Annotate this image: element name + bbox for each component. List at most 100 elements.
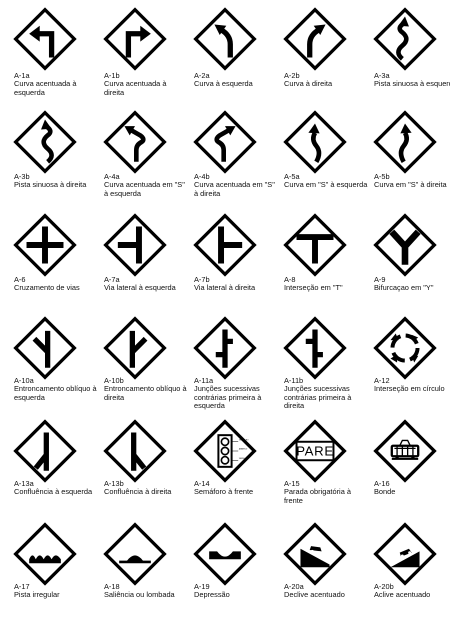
sign-label: A-6 Cruzamento de vias: [14, 275, 98, 293]
curve-left-icon: [193, 7, 257, 71]
sign-code: A-3a: [374, 71, 390, 80]
sign-label: A-19 Depressão: [194, 582, 278, 600]
roundabout-icon: [373, 316, 437, 380]
sign-title: Bonde: [374, 487, 396, 497]
sign-card: A-19 Depressão: [180, 515, 270, 638]
sign-card: A-4a Curva acentuada em "S" à esquerda: [90, 103, 185, 226]
merge-right-icon: [103, 419, 167, 483]
sign-label: A-12 Interseção em círculo: [374, 376, 450, 394]
tram-icon: [373, 419, 437, 483]
sign-card: A-8 Interseção em "T": [270, 206, 360, 329]
staggered-junction-right-icon: [283, 316, 347, 380]
speed-bump-icon: [103, 522, 167, 586]
sign-code: A-5a: [284, 172, 300, 181]
sign-label: A-18 Saliência ou lombada: [104, 582, 188, 600]
sign-label: A-5b Curva em "S" à direita: [374, 172, 450, 190]
sign-card: A-9 Bifurcaçao em "Y": [360, 206, 450, 329]
sign-code: A-13b: [104, 479, 124, 488]
t-junction-icon: [283, 213, 347, 277]
light-color-label: VERMELHO: [239, 439, 249, 441]
sign-code: A-1b: [104, 71, 120, 80]
traffic-light-icon: VERMELHO AMARELO VERDE: [193, 419, 257, 483]
merge-left-icon: [13, 419, 77, 483]
sign-label: A-2b Curva à direita: [284, 71, 368, 89]
sign-label: A-5a Curva em "S" à esquerda: [284, 172, 368, 190]
sign-label: A-13a Confluência à esquerda: [14, 479, 98, 497]
side-road-left-icon: [103, 213, 167, 277]
sign-title: Via lateral à direita: [194, 283, 256, 293]
crossroads-icon: [13, 213, 77, 277]
sign-label: A-3b Pista sinuosa à direita: [14, 172, 98, 190]
sign-label: A-3a Pista sinuosa à esquerda: [374, 71, 450, 89]
sign-code: A-4b: [194, 172, 210, 181]
sharp-s-curve-left-icon: [103, 110, 167, 174]
sign-code: A-7a: [104, 275, 120, 284]
sign-label: A-10b Entroncamento oblíquo à direita: [104, 376, 188, 402]
sign-label: A-4a Curva acentuada em "S" à esquerda: [104, 172, 188, 198]
sign-label: A-15 Parada obrigatória à frente: [284, 479, 368, 505]
steep-ascent-icon: [373, 522, 437, 586]
sign-label: A-11a Junções sucessivas contrárias prime…: [194, 376, 278, 410]
sharp-curve-right-icon: [103, 7, 167, 71]
sign-label: A-16 Bonde: [374, 479, 450, 497]
sign-title: Via lateral à esquerda: [104, 283, 176, 293]
sign-label: A-2a Curva à esquerda: [194, 71, 278, 89]
sign-title: Entroncamento oblíquo à direita: [104, 384, 187, 402]
sign-label: A-20b Aclive acentuado: [374, 582, 450, 600]
sign-code: A-9: [374, 275, 386, 284]
sign-label: A-10a Entroncamento oblíquo à esquerda: [14, 376, 98, 402]
s-curve-left-icon: [283, 110, 347, 174]
winding-road-left-icon: [373, 7, 437, 71]
sign-code: A-2a: [194, 71, 210, 80]
sign-card: A-20b Aclive acentuado: [360, 515, 450, 638]
sign-title: Confluência à direita: [104, 487, 172, 497]
sign-title: Curva à esquerda: [194, 79, 253, 89]
sign-code: A-17: [14, 582, 30, 591]
sign-card: A-7b Via lateral à direita: [180, 206, 270, 329]
sign-label: A-17 Pista irregular: [14, 582, 98, 600]
sign-label: A-7a Via lateral à esquerda: [104, 275, 188, 293]
sign-code: A-13a: [14, 479, 34, 488]
sign-label: A-9 Bifurcaçao em "Y": [374, 275, 450, 293]
steep-descent-icon: [283, 522, 347, 586]
sign-title: Entroncamento oblíquo à esquerda: [14, 384, 97, 402]
sign-label: A-13b Confluência à direita: [104, 479, 188, 497]
sign-code: A-11b: [284, 376, 304, 385]
sign-title: Pista sinuosa à direita: [14, 180, 87, 190]
sign-card: PARE A-15 Parada obrigatória à frente: [270, 412, 360, 535]
sign-card: A-7a Via lateral à esquerda: [90, 206, 180, 329]
sign-card: A-20a Declive acentuado: [270, 515, 360, 638]
sign-title: Curva acentuada em "S" à direita: [194, 180, 275, 198]
sign-title: Curva à direita: [284, 79, 333, 89]
staggered-junction-left-icon: [193, 316, 257, 380]
sign-card: A-11b Junções sucessivas contrárias prime…: [270, 309, 360, 432]
sign-title: Pista irregular: [14, 590, 60, 600]
sign-code: A-10b: [104, 376, 124, 385]
sharp-s-curve-right-icon: [193, 110, 257, 174]
sign-title: Semáforo à frente: [194, 487, 254, 497]
sign-label: A-1b Curva acentuada à direita: [104, 71, 188, 97]
warning-signs-sheet: A-1a Curva acentuada à esquerda A-1b Curva …: [0, 0, 450, 600]
winding-road-right-icon: [13, 110, 77, 174]
sign-title: Curva em "S" à esquerda: [284, 180, 368, 190]
sign-card: A-16 Bonde: [360, 412, 450, 535]
sign-card: A-3b Pista sinuosa à direita: [0, 103, 90, 226]
sign-card: A-2b Curva à direita: [270, 0, 360, 123]
oblique-junction-right-icon: [103, 316, 167, 380]
light-color-label: AMARELO: [239, 448, 248, 451]
sign-card: A-1b Curva acentuada à direita: [90, 0, 180, 123]
sign-title: Junções sucessivas contrárias primeira à…: [284, 384, 352, 410]
sign-title: Curva em "S" à direita: [374, 180, 447, 190]
sign-code: A-4a: [104, 172, 120, 181]
sign-card: A-11a Junções sucessivas contrárias prime…: [180, 309, 270, 432]
sign-code: A-12: [374, 376, 390, 385]
sign-code: A-11a: [194, 376, 214, 385]
uneven-road-icon: [13, 522, 77, 586]
sign-label: A-11b Junções sucessivas contrárias prime…: [284, 376, 368, 410]
sign-card: A-6 Cruzamento de vias: [0, 206, 90, 329]
sign-label: A-1a Curva acentuada à esquerda: [14, 71, 98, 97]
sign-title: Curva acentuada à esquerda: [14, 79, 77, 97]
sign-card: A-2a Curva à esquerda: [180, 0, 270, 123]
sign-title: Junções sucessivas contrárias primeira à…: [194, 384, 262, 410]
light-color-label: VERDE: [239, 458, 246, 460]
